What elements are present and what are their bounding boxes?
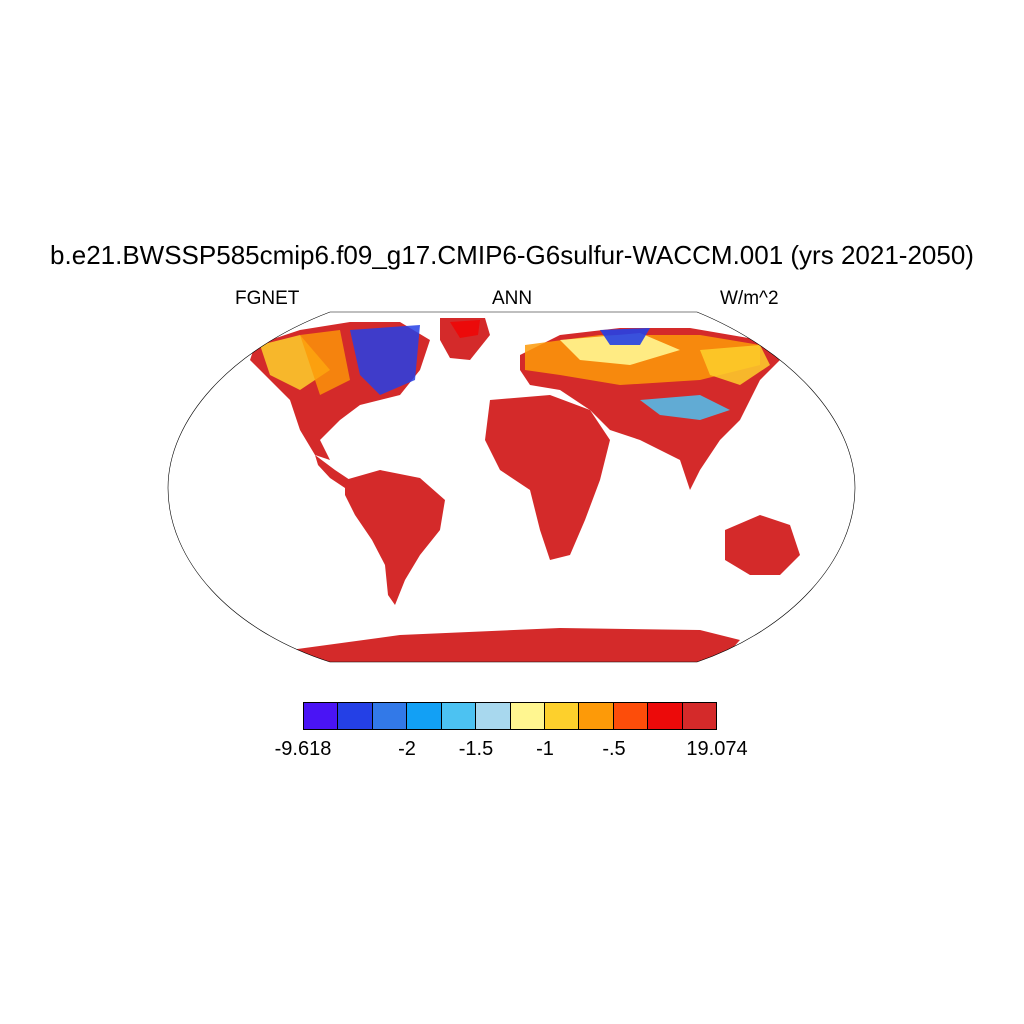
colorbar-box-1 (338, 703, 373, 729)
antarctica (290, 628, 740, 662)
colorbar-box-7 (544, 703, 580, 729)
plot-title: b.e21.BWSSP585cmip6.f09_g17.CMIP6-G6sulf… (50, 240, 974, 270)
south-america (345, 470, 445, 605)
australia (725, 515, 800, 575)
units-label: W/m^2 (720, 288, 779, 309)
colorbar-box-4 (441, 703, 477, 729)
central-america (315, 455, 350, 488)
colorbar-box-3 (407, 703, 442, 729)
colorbar-box-5 (476, 703, 511, 729)
colorbar-box-10 (648, 703, 683, 729)
variable-label: FGNET (235, 288, 300, 309)
colorbar-box-2 (372, 703, 408, 729)
colorbar-box-8 (579, 703, 614, 729)
colorbar-box-6 (510, 703, 545, 729)
colorbar-box-9 (613, 703, 649, 729)
colorbar-box-0 (304, 703, 339, 729)
colorbar-label: -1 (536, 738, 554, 760)
colorbar-label: -.5 (602, 738, 626, 760)
africa (485, 395, 610, 560)
colorbar-label-min: -9.618 (274, 738, 332, 760)
colorbar-label: -2 (398, 738, 416, 760)
colorbar-box-11 (682, 703, 717, 729)
colorbar-label-max: 19.074 (686, 738, 748, 760)
colorbar (303, 702, 717, 730)
map-outline (167, 311, 856, 663)
colorbar-label: -1.5 (458, 738, 494, 760)
season-label: ANN (491, 288, 533, 309)
